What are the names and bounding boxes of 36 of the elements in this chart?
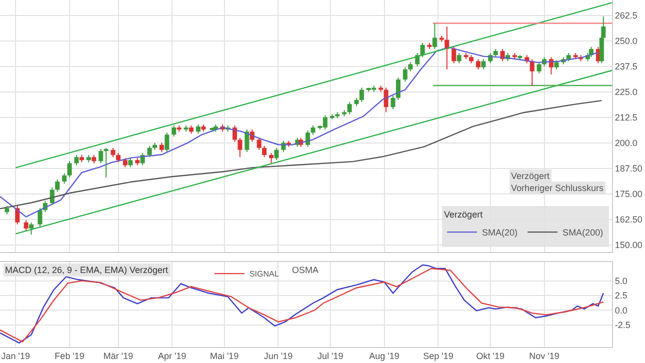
x-tick-label: Aug '19 — [369, 350, 400, 361]
x-tick-label: Okt '19 — [476, 350, 504, 361]
x-tick-label: Jan '19 — [1, 350, 30, 361]
x-tick-label: Sep '19 — [423, 350, 454, 361]
annotation: Verzögert — [511, 171, 550, 181]
y-tick-label: 262.5 — [614, 10, 638, 20]
legend-label: SIGNAL — [249, 270, 280, 279]
x-tick-label: Mai '19 — [210, 350, 239, 361]
y-tick-label: 250.0 — [614, 36, 638, 46]
x-tick-label: Apr '19 — [158, 350, 186, 361]
x-tick-label: Nov '19 — [529, 350, 560, 361]
y-tick-label: 5.0 — [614, 276, 628, 286]
x-tick-label: Feb '19 — [54, 350, 84, 361]
y-tick-label: -2.5 — [614, 320, 630, 330]
legend-title: Verzögert — [444, 210, 484, 220]
y-tick-label: 2.5 — [614, 290, 628, 301]
y-tick-label: 237.5 — [614, 61, 638, 72]
candlestick — [378, 85, 384, 92]
x-tick-label: Jul '19 — [318, 350, 344, 361]
y-tick-label: 162.50 — [614, 214, 642, 224]
y-tick-label: 200.0 — [614, 138, 638, 148]
y-tick-label: 175.00 — [614, 188, 642, 199]
legend-label: SMA(200) — [562, 228, 604, 238]
y-tick-label: 0.0 — [614, 305, 628, 316]
annotation: Vorheriger Schlusskurs — [511, 183, 604, 193]
candlestick — [439, 35, 444, 42]
y-tick-label: 187.50 — [614, 163, 642, 174]
y-tick-label: 225.0 — [614, 86, 638, 97]
y-tick-label: 212.5 — [614, 112, 638, 122]
y-tick-label: 150.00 — [614, 240, 642, 250]
annotation: OSMA — [292, 265, 319, 275]
x-tick-label: Jun '19 — [264, 350, 293, 361]
line-series — [0, 100, 602, 210]
x-tick-label: Mär '19 — [103, 350, 134, 361]
legend-title: MACD (12, 26, 9 - EMA, EMA) Verzögert — [5, 265, 169, 275]
legend-label: SMA(20) — [482, 228, 518, 238]
